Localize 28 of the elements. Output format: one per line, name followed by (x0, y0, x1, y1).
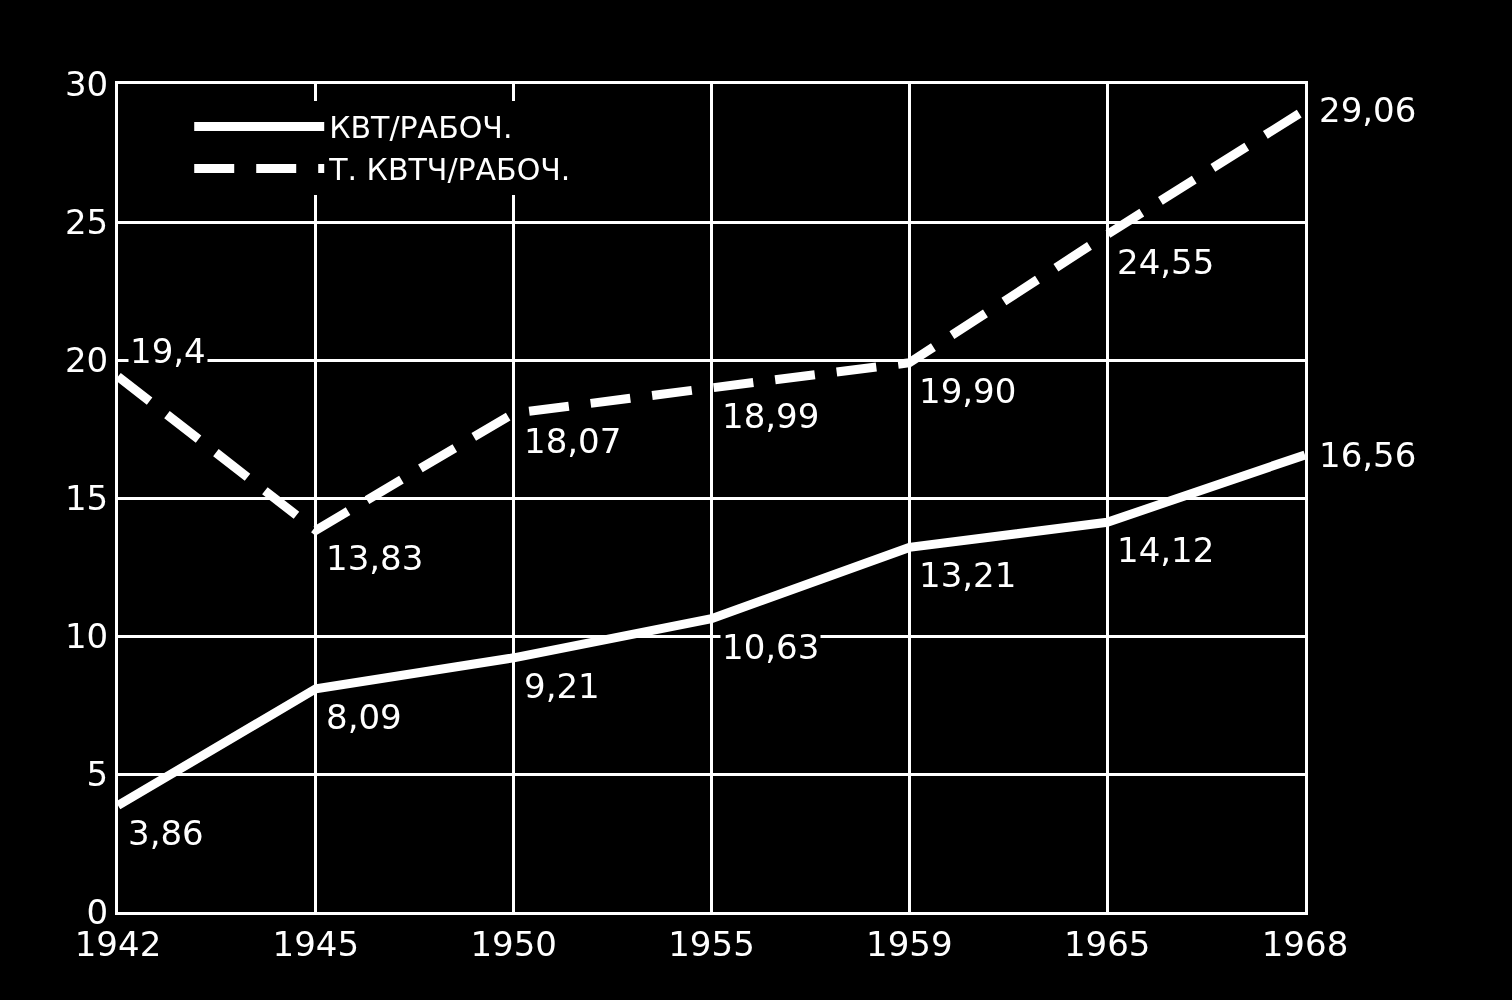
data-label: 19,4 (130, 331, 206, 371)
data-label: 10,63 (722, 627, 820, 667)
data-label: 13,21 (919, 555, 1017, 595)
data-label: 18,07 (524, 421, 622, 461)
data-label: 24,55 (1117, 242, 1215, 282)
data-label: 9,21 (524, 666, 600, 706)
x-tick-label: 1945 (272, 923, 360, 964)
x-tick-label: 1950 (470, 923, 557, 964)
data-label: 18,99 (722, 396, 820, 436)
legend-label: Т. КВТЧ/РАБОЧ. (328, 152, 571, 188)
data-label: 3,86 (128, 813, 204, 853)
data-label: 13,83 (326, 538, 424, 578)
data-label: 29,06 (1319, 90, 1417, 130)
data-label: 16,56 (1319, 435, 1417, 475)
data-label: 14,12 (1117, 530, 1215, 570)
y-tick-label: 20 (64, 339, 109, 380)
x-tick-label: 1955 (668, 923, 755, 964)
y-tick-label: 25 (64, 201, 109, 242)
x-tick-label: 1959 (866, 923, 953, 964)
legend-label: КВТ/РАБОЧ. (329, 110, 513, 146)
y-tick-label: 15 (64, 477, 109, 518)
data-label: 19,90 (919, 371, 1017, 411)
data-label: 8,09 (326, 697, 402, 737)
y-tick-label: 5 (86, 753, 109, 794)
x-tick-label: 1968 (1261, 923, 1349, 964)
y-tick-label: 30 (64, 63, 109, 104)
x-tick-label: 1965 (1063, 923, 1151, 964)
y-tick-label: 10 (64, 615, 109, 656)
